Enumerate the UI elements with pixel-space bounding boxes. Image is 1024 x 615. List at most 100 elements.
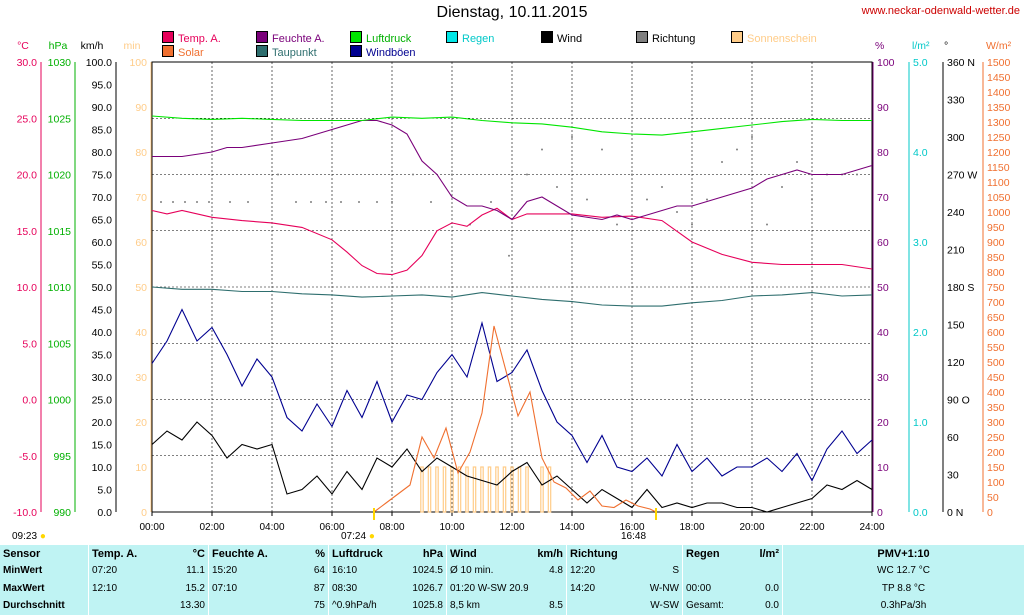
x-tick-label: 06:00 (319, 522, 344, 533)
sun-icon: ● (368, 531, 375, 542)
axis-tick-label: 30 (947, 470, 959, 482)
legend-swatch (256, 45, 268, 57)
stats-row: MinWert 07:20 11.1 15:20 64 16:10 1024.5 Ø 10 m… (0, 562, 1024, 580)
direction-point (856, 173, 858, 176)
axis-tick-label: 20.0 (92, 417, 113, 429)
stats-cell: 07:20 (88, 562, 154, 580)
stats-cell: Temp. A. (88, 545, 154, 563)
axis-unit: W/m² (986, 40, 1012, 52)
axis-tick-label: 60 (947, 432, 959, 444)
axis-unit: l/m² (912, 40, 930, 52)
legend-label: Windböen (366, 47, 416, 59)
axis-tick-label: 50 (135, 282, 147, 294)
axis-tick-label: 300 (947, 132, 965, 144)
stats-cell: 11.1 (186, 565, 205, 577)
axis-tick-label: 1450 (987, 72, 1011, 84)
direction-point (796, 161, 798, 163)
axis-unit: ° (944, 40, 948, 52)
x-tick-label: 18:00 (679, 522, 704, 533)
site-url[interactable]: www.neckar-odenwald-wetter.de (861, 5, 1020, 17)
axis-tick-label: 30 (135, 372, 147, 384)
stats-cell: 12:10 (88, 580, 154, 598)
axis-tick-label: 995 (53, 451, 71, 463)
legend-item: Temp. A. (162, 31, 221, 45)
axis-tick-label: 150 (947, 320, 965, 332)
direction-point (721, 161, 723, 163)
direction-point (376, 201, 378, 203)
stats-cell: 75 (313, 600, 325, 612)
axis-tick-label: 15.0 (17, 226, 38, 238)
legend-swatch (162, 45, 174, 57)
stats-cell: 15.2 (185, 582, 205, 594)
axis-tick-label: 80 (135, 147, 147, 159)
axis-tick-label: 85.0 (92, 125, 113, 137)
sunshine-bar (442, 466, 447, 513)
axis-tick-label: 1050 (987, 192, 1011, 204)
x-tick-label: 10:00 (439, 522, 464, 533)
sunshine-bar (472, 466, 477, 513)
axis-tick-label: 700 (987, 297, 1005, 309)
direction-point (811, 198, 813, 201)
moon-icon: ● (39, 531, 46, 542)
axis-tick-label: 10 (135, 462, 147, 474)
axis-tick-label: 15.0 (92, 440, 113, 452)
axis-pressure: 1030 1025 1020 1015 1010 1005 1000 995 990 hPa (48, 40, 76, 519)
axis-tick-label: 90 (877, 102, 889, 114)
axis-tick-label: 60 (877, 237, 889, 249)
axis-tick-label: 250 (987, 432, 1005, 444)
direction-point (451, 173, 453, 176)
sunshine-series (420, 466, 552, 513)
series-line-feuchte-a- (152, 119, 873, 221)
direction-point (691, 223, 693, 226)
direction-point (766, 223, 768, 226)
sunshine-bar (540, 466, 544, 513)
sunshine-bar (420, 466, 424, 513)
stats-cell: 1024.5 (412, 565, 443, 577)
stats-cell: Wind (446, 545, 528, 563)
axis-tick-label: 1015 (48, 226, 72, 238)
legend-item: Windböen (350, 45, 416, 59)
axis-tick-label: 25.0 (92, 395, 113, 407)
sunshine-bar (427, 466, 432, 513)
stats-cell: 1025.8 (412, 600, 443, 612)
stats-cell: °C (192, 547, 205, 560)
axis-tick-label: 100.0 (86, 57, 112, 69)
stats-cell: TP 8.8 °C (782, 580, 1024, 598)
sunset-time: 16:48 (621, 531, 646, 542)
axis-unit: km/h (81, 40, 104, 52)
axis-tick-label: 350 (987, 402, 1005, 414)
direction-point (706, 198, 708, 201)
series-line-windb-en (151, 308, 873, 482)
axis-tick-label: 10 (877, 462, 889, 474)
axis-direction: 360 N 330 300 270 W 240 210 180 S 150 120 90 O 60 3… (942, 40, 977, 519)
stats-cell: 4.8 (549, 565, 563, 577)
axis-tick-label: 70 (135, 192, 147, 204)
direction-point (646, 198, 648, 201)
stats-cell (88, 597, 154, 615)
stats-cell: 13.30 (179, 600, 205, 612)
stats-cell: % (315, 547, 325, 560)
direction-point (676, 211, 678, 213)
axis-tick-label: 550 (987, 342, 1005, 354)
stats-cell: MinWert (3, 565, 43, 577)
axis-tick-label: 45.0 (92, 305, 113, 317)
axis-tick-label: 270 W (947, 170, 977, 182)
stats-cell: 14:20 (566, 580, 632, 598)
legend-swatch (731, 31, 743, 43)
axis-tick-label: 1.0 (913, 417, 928, 429)
axis-tick-label: 3.0 (913, 237, 928, 249)
axis-tick-label: 0 (141, 507, 147, 519)
sunshine-bar (480, 466, 484, 513)
axis-tick-label: 1150 (987, 162, 1010, 174)
axis-tick-label: 330 (947, 95, 965, 107)
stats-cell: 87 (313, 582, 325, 594)
x-tick-label: 24:00 (859, 522, 884, 533)
moonrise-label: 09:23 (12, 531, 38, 542)
legend-swatch (256, 31, 268, 43)
axis-tick-label: 35.0 (92, 350, 113, 362)
legend-swatch (162, 31, 174, 43)
axis-tick-label: 50.0 (92, 282, 113, 294)
direction-point (310, 201, 312, 203)
legend-item: Luftdruck (350, 31, 411, 45)
axis-tick-label: 1030 (48, 57, 72, 69)
